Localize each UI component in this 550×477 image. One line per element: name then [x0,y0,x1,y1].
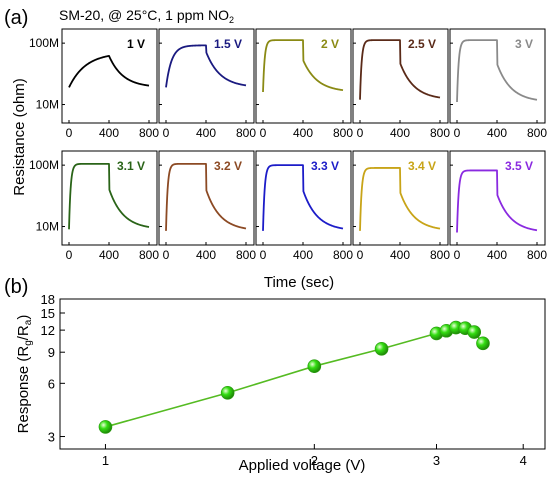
data-point [220,386,235,400]
voltage-label: 1 V [127,37,145,51]
x-tick-label: 800 [430,248,450,262]
panel-b-ylabel-a: a [23,319,34,325]
x-tick-label: 800 [236,248,256,262]
voltage-label: 3.5 V [505,159,533,173]
x-tick-label: 1 [102,453,109,468]
x-tick-label: 0 [454,248,461,262]
voltage-label: 2 V [321,37,339,51]
panel-b-ylabel-main: Response (R [15,346,32,434]
voltage-label: 1.5 V [214,37,242,51]
x-tick-label: 400 [293,126,313,140]
resistance-curve [68,54,150,88]
panel-a-small-multiples: 1 V 0 400 800 100M 10M 1.5 V 0 400 800 2 V 0 400 800 2… [29,28,547,262]
x-tick-label: 0 [66,248,73,262]
panel-a-title-sub: 2 [229,15,234,25]
x-tick-label: 0 [357,248,364,262]
x-tick-label: 0 [163,126,170,140]
y-tick-label: 12 [41,323,55,338]
panel-b-ylabel-g: g [23,340,34,346]
data-point [307,359,322,374]
response-line [105,326,484,428]
x-tick-label: 400 [99,126,119,140]
panel-b-ylabel-mid: /R [15,325,32,340]
panel-a-title: SM-20, @ 25°C, 1 ppm NO2 [59,7,234,25]
voltage-label: 3.2 V [214,159,242,173]
panel-b-y-axis-label: Response (Rg/Ra) [15,315,34,434]
x-tick-label: 400 [487,248,507,262]
x-tick-label: 0 [163,248,170,262]
panel-a-x-axis-label: Time (sec) [264,274,334,291]
resistance-curve [262,39,344,93]
panel-a-y-axis-label: Resistance (ohm) [11,78,28,196]
x-tick-label: 800 [527,126,547,140]
y-tick-label: 100M [29,36,59,50]
y-tick-label: 18 [41,292,55,307]
x-tick-label: 0 [260,126,267,140]
panel-a-label: (a) [4,7,28,29]
x-tick-label: 400 [99,248,119,262]
voltage-label: 3 V [515,37,533,51]
voltage-label: 3.4 V [408,159,436,173]
x-tick-label: 800 [333,248,353,262]
panel-b-plot-frame [59,298,546,450]
data-point [467,325,482,339]
data-point [374,342,389,356]
x-tick-label: 2 [311,453,318,468]
panel-b-ylabel-end: ) [15,315,32,320]
x-tick-label: 400 [390,126,410,140]
data-point [476,336,490,351]
panel-a-title-main: SM-20, @ 25°C, 1 ppm NO [59,7,229,23]
y-tick-label: 9 [48,345,55,360]
x-tick-label: 800 [333,126,353,140]
resistance-curve [165,162,247,231]
resistance-curve [456,169,538,233]
x-tick-label: 800 [430,126,450,140]
resistance-curve [262,164,344,231]
x-tick-label: 4 [520,453,527,468]
x-tick-label: 0 [66,126,73,140]
x-tick-label: 400 [487,126,507,140]
y-tick-label: 10M [36,98,59,112]
panel-b-label: (b) [4,276,28,298]
x-tick-label: 800 [139,126,159,140]
y-tick-label: 15 [41,306,55,321]
y-tick-label: 10M [36,220,59,234]
voltage-label: 3.3 V [311,159,339,173]
x-tick-label: 400 [293,248,313,262]
voltage-label: 2.5 V [408,37,436,51]
x-tick-label: 800 [527,248,547,262]
panel-b-x-axis-label: Applied voltage (V) [239,457,366,474]
y-tick-label: 3 [48,430,55,445]
x-tick-label: 400 [390,248,410,262]
y-tick-label: 100M [29,158,59,172]
x-tick-label: 800 [236,126,256,140]
resistance-curve [68,162,150,230]
resistance-curve [359,167,441,231]
y-tick-label: 6 [48,376,55,391]
x-tick-label: 0 [357,126,364,140]
x-tick-label: 800 [139,248,159,262]
resistance-curve [456,39,538,103]
x-tick-label: 3 [433,453,440,468]
x-tick-label: 0 [454,126,461,140]
x-tick-label: 400 [196,248,216,262]
voltage-label: 3.1 V [117,159,145,173]
resistance-curve [359,39,441,100]
x-tick-label: 400 [196,126,216,140]
resistance-curve [165,44,247,88]
data-point [98,420,113,434]
x-tick-label: 0 [260,248,267,262]
